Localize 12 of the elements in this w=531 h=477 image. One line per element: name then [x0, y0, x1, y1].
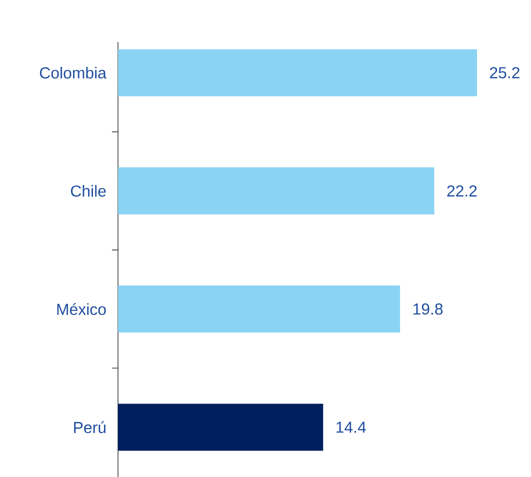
data-label: 22.2	[447, 185, 477, 196]
data-label: 19.8	[413, 303, 443, 315]
data-label: 14.4	[336, 422, 366, 433]
bar	[118, 286, 400, 333]
bar	[118, 49, 478, 96]
bar	[118, 167, 434, 214]
bar	[118, 404, 324, 451]
data-label: 25.2	[490, 67, 520, 78]
y-tick-label: Chile	[70, 185, 106, 197]
y-tick-label: México	[57, 303, 106, 315]
y-tick-label: Perú	[74, 421, 106, 434]
y-tick-label: Colombia	[40, 66, 106, 79]
